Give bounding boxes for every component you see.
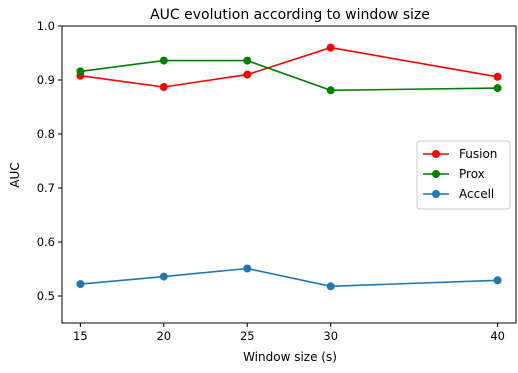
- data-point-prox: [159, 56, 168, 65]
- chart-title: AUC evolution according to window size: [150, 7, 430, 23]
- data-point-accell: [493, 276, 502, 285]
- series-line-accell: [80, 267, 498, 288]
- x-tick-label: 15: [73, 329, 88, 343]
- legend-label-fusion: Fusion: [459, 147, 497, 161]
- legend-label-accell: Accell: [459, 187, 494, 201]
- data-point-prox: [76, 67, 85, 76]
- legend-marker-prox: [432, 170, 440, 178]
- data-point-prox: [493, 84, 502, 93]
- x-tick-label: 20: [156, 329, 171, 343]
- y-tick-label: 1.0: [37, 19, 55, 33]
- plot-marks: [76, 43, 502, 291]
- y-tick-label: 0.6: [37, 235, 55, 249]
- y-tick-label: 0.7: [37, 181, 55, 195]
- y-tick-label: 0.9: [37, 73, 55, 87]
- legend-label-prox: Prox: [459, 167, 485, 181]
- x-axis-label: Window size (s): [243, 350, 337, 364]
- x-tick-label: 25: [240, 329, 255, 343]
- data-point-prox: [243, 56, 252, 65]
- y-axis-ticks: 0.5 0.6 0.7 0.8 0.9 1.0: [37, 19, 62, 303]
- data-point-fusion: [326, 43, 335, 52]
- data-point-prox: [326, 86, 335, 95]
- legend-marker-accell: [432, 190, 440, 198]
- series-line-fusion: [80, 46, 498, 88]
- plot-frame: [61, 25, 517, 324]
- x-tick-label: 30: [323, 329, 338, 343]
- data-point-accell: [243, 264, 252, 273]
- data-point-fusion: [493, 72, 502, 81]
- data-point-accell: [326, 282, 335, 291]
- data-point-fusion: [243, 70, 252, 79]
- y-tick-label: 0.8: [37, 127, 55, 141]
- data-point-accell: [76, 280, 85, 289]
- y-axis-label: AUC: [8, 162, 22, 187]
- x-tick-label: 40: [490, 329, 505, 343]
- data-point-accell: [159, 272, 168, 281]
- legend-marker-fusion: [432, 150, 440, 158]
- x-axis-ticks: 15 20 25 30 40: [73, 323, 505, 343]
- legend: Fusion Prox Accell: [416, 140, 511, 210]
- legend-box: [416, 140, 511, 210]
- y-tick-label: 0.5: [37, 289, 55, 303]
- data-point-fusion: [159, 83, 168, 91]
